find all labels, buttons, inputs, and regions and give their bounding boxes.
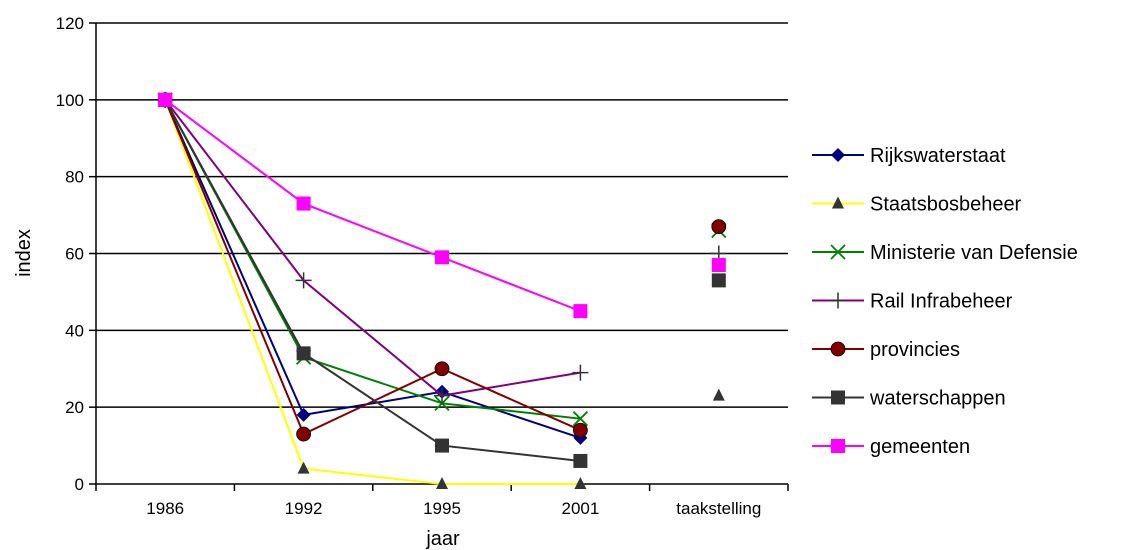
x-tick-label: 2001 [561,499,599,518]
data-point [572,364,589,381]
legend-marker [831,439,845,453]
x-tick-label: 1995 [423,499,461,518]
data-point [296,346,311,361]
series-group [157,91,727,489]
y-tick-label: 40 [65,321,84,340]
legend-marker [830,244,846,260]
series-rijkswaterstaat [158,92,588,445]
series-line [164,99,581,436]
series-line [164,99,581,439]
data-point [436,477,448,489]
legend-item: Rail Infrabeheer [812,291,1013,313]
x-tick-label: 1986 [146,499,184,518]
legend-label: gemeenten [870,436,970,458]
series-gemeenten [158,92,726,319]
data-point [295,272,312,289]
data-point [573,422,588,438]
y-axis-title: index [13,229,35,277]
y-tick-label: 60 [65,245,84,264]
series-line [164,99,581,397]
target-point [711,273,726,288]
legend-marker [830,292,846,309]
tick-labels: 0 20 40 60 80 100 120 1986 1992 1995 2001 taakstell… [56,14,762,518]
target-point [712,388,725,401]
data-point [158,92,173,107]
data-point [297,461,310,474]
series-line [164,99,581,313]
x-axis-title: jaar [425,528,460,550]
legend-label: Rijkswaterstaat [870,145,1006,167]
legend-item: Rijkswaterstaat [812,145,1006,167]
data-point [296,426,312,442]
series-line [164,99,581,462]
series-rail-infrabeheer [157,91,727,404]
y-tick-label: 0 [75,475,84,494]
y-tick-label: 120 [56,14,84,33]
target-point [711,258,726,273]
legend-marker [831,148,845,162]
y-tick-label: 20 [65,398,84,417]
legend-label: Ministerie van Defensie [870,242,1078,264]
target-point [711,219,727,235]
x-tick-label: taakstelling [676,499,761,518]
data-point [573,453,588,468]
data-point [296,196,311,211]
data-point [434,387,450,404]
data-point [574,477,587,489]
x-tick-label: 1992 [285,499,323,518]
legend-item: Staatsbosbeheer [812,194,1022,216]
gridlines [96,22,788,408]
legend-item: waterschappen [812,388,1006,410]
data-point [435,438,449,453]
legend-item: Ministerie van Defensie [812,242,1078,264]
legend-marker [830,341,846,357]
legend-marker [831,390,845,405]
legend: Rijkswaterstaat Staatsbosbeheer Ministerie… [812,145,1078,458]
legend-marker [832,196,844,209]
y-tick-label: 80 [65,168,84,187]
series-line [164,99,581,485]
data-point [572,411,589,427]
y-tick-label: 100 [56,91,84,110]
data-point [296,407,311,422]
legend-item: gemeenten [812,436,970,458]
legend-label: waterschappen [869,388,1006,410]
legend-label: Staatsbosbeheer [870,194,1022,216]
data-point [434,361,450,377]
data-point [435,250,449,265]
series-waterschappen [158,92,726,468]
legend-label: provincies [870,339,960,361]
legend-label: Rail Infrabeheer [870,291,1013,313]
data-point [573,304,588,319]
legend-item: provincies [812,339,960,361]
